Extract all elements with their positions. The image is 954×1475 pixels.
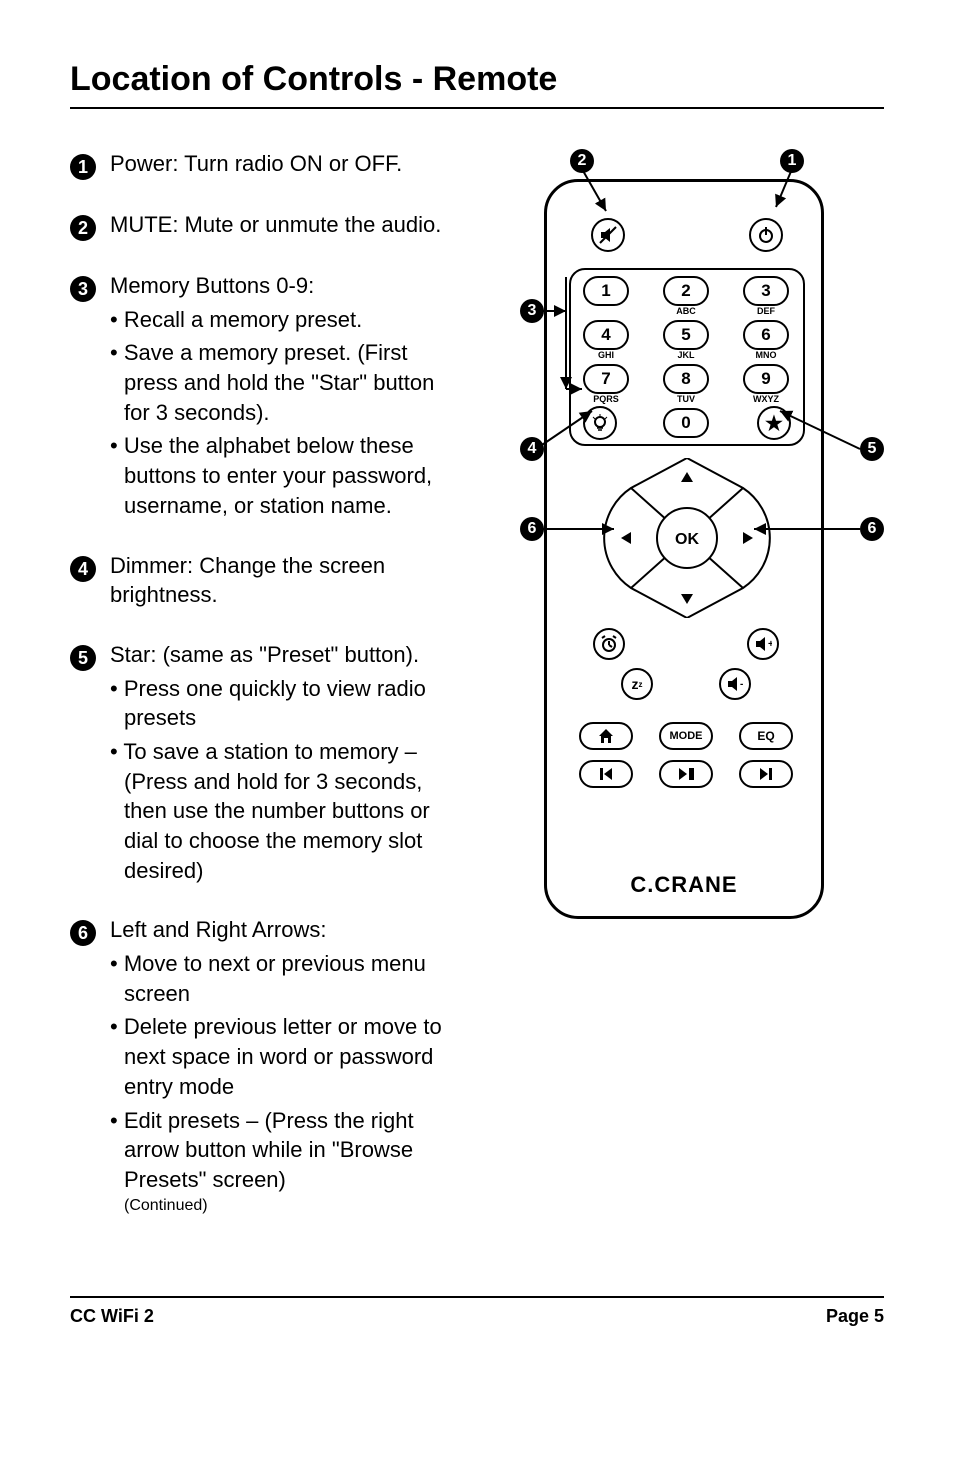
list-item: 1Power: Turn radio ON or OFF. [70,149,454,180]
list-item: 3Memory Buttons 0-9:• Recall a memory pr… [70,271,454,521]
callout-lines [484,149,884,939]
item-number: 4 [70,551,110,610]
callout-6: 6 [520,517,544,541]
callout-3: 3 [520,299,544,323]
footer-rule [70,1296,884,1298]
item-description: Star: (same as "Preset" button).• Press … [110,640,454,886]
item-number: 6 [70,915,110,1216]
item-number: 1 [70,149,110,180]
page-title: Location of Controls - Remote [70,60,884,99]
title-rule [70,107,884,109]
item-number: 3 [70,271,110,521]
list-item: 6Left and Right Arrows:• Move to next or… [70,915,454,1216]
callout-6: 6 [860,517,884,541]
item-description: Dimmer: Change the screen brightness. [110,551,454,610]
callout-1: 1 [780,149,804,173]
list-item: 4Dimmer: Change the screen brightness. [70,551,454,610]
list-item: 5Star: (same as "Preset" button).• Press… [70,640,454,886]
callout-4: 4 [520,437,544,461]
item-description: MUTE: Mute or unmute the audio. [110,210,454,241]
item-description: Memory Buttons 0-9:• Recall a memory pre… [110,271,454,521]
item-number: 5 [70,640,110,886]
footer-right: Page 5 [826,1306,884,1327]
item-number: 2 [70,210,110,241]
callout-2: 2 [570,149,594,173]
item-description: Power: Turn radio ON or OFF. [110,149,454,180]
list-item: 2MUTE: Mute or unmute the audio. [70,210,454,241]
controls-list: 1Power: Turn radio ON or OFF.2MUTE: Mute… [70,149,454,1246]
remote-diagram: 12ABC3DEF4GHI5JKL6MNO7PQRS8TUV9WXYZ0 ★ O… [484,149,884,1246]
callout-5: 5 [860,437,884,461]
footer-left: CC WiFi 2 [70,1306,154,1327]
page-footer: CC WiFi 2 Page 5 [70,1306,884,1327]
content-row: 1Power: Turn radio ON or OFF.2MUTE: Mute… [70,149,884,1246]
item-description: Left and Right Arrows:• Move to next or … [110,915,454,1216]
